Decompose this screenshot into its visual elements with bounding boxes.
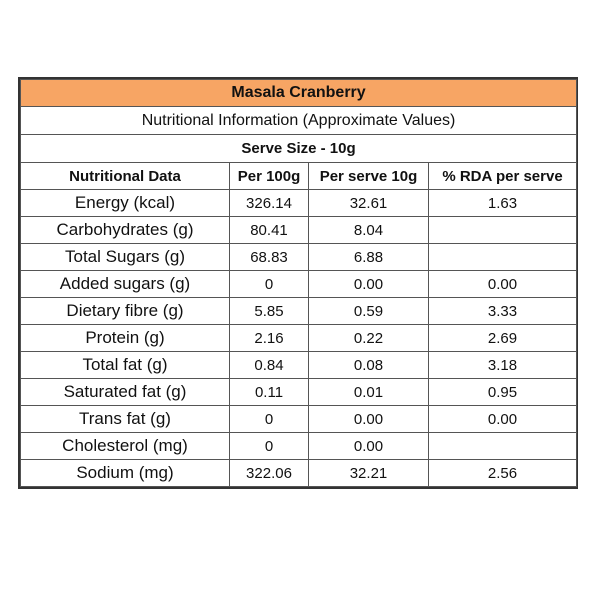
product-title: Masala Cranberry [19, 79, 578, 107]
rda-value: 2.56 [427, 459, 578, 487]
serve-size-row: Serve Size - 10g [19, 134, 578, 163]
per-serve-value: 8.04 [308, 216, 429, 244]
rda-value: 3.33 [427, 297, 578, 325]
header-rda: % RDA per serve [427, 162, 578, 190]
rda-value: 1.63 [427, 189, 578, 217]
rda-value [427, 432, 578, 460]
per-serve-value: 0.59 [308, 297, 429, 325]
info-text: Nutritional Information (Approximate Val… [19, 106, 578, 135]
nutrient-name: Carbohydrates (g) [20, 216, 230, 244]
per-100g-value: 322.06 [229, 459, 309, 487]
table-row: Added sugars (g) 0 0.00 0.00 [20, 270, 578, 298]
rda-value: 2.69 [427, 324, 578, 352]
per-serve-value: 6.88 [308, 243, 429, 271]
nutrient-name: Protein (g) [20, 324, 230, 352]
rda-value: 0.95 [427, 378, 578, 406]
title-row: Masala Cranberry [19, 79, 578, 107]
nutrient-name: Total Sugars (g) [20, 243, 230, 271]
header-nutritional-data: Nutritional Data [20, 162, 230, 190]
info-row: Nutritional Information (Approximate Val… [19, 106, 578, 135]
per-serve-value: 0.00 [308, 432, 429, 460]
rda-value [427, 243, 578, 271]
table-row: Total Sugars (g) 68.83 6.88 [20, 243, 578, 271]
rda-value: 0.00 [427, 270, 578, 298]
rda-value [427, 216, 578, 244]
rda-value: 3.18 [427, 351, 578, 379]
per-serve-value: 0.22 [308, 324, 429, 352]
nutrient-name: Trans fat (g) [20, 405, 230, 433]
per-100g-value: 326.14 [229, 189, 309, 217]
table-row: Energy (kcal) 326.14 32.61 1.63 [20, 189, 578, 217]
nutrient-name: Dietary fibre (g) [20, 297, 230, 325]
per-serve-value: 0.00 [308, 405, 429, 433]
per-serve-value: 32.21 [308, 459, 429, 487]
table-row: Dietary fibre (g) 5.85 0.59 3.33 [20, 297, 578, 325]
per-100g-value: 80.41 [229, 216, 309, 244]
per-serve-value: 32.61 [308, 189, 429, 217]
table-row: Sodium (mg) 322.06 32.21 2.56 [20, 459, 578, 487]
nutrient-name: Sodium (mg) [20, 459, 230, 487]
nutrient-name: Added sugars (g) [20, 270, 230, 298]
per-100g-value: 68.83 [229, 243, 309, 271]
header-per-100g: Per 100g [229, 162, 309, 190]
table-row: Protein (g) 2.16 0.22 2.69 [20, 324, 578, 352]
table-row: Trans fat (g) 0 0.00 0.00 [20, 405, 578, 433]
header-row: Nutritional Data Per 100g Per serve 10g … [20, 162, 578, 190]
nutrition-panel: Masala Cranberry Nutritional Information… [18, 77, 578, 489]
per-100g-value: 0.84 [229, 351, 309, 379]
nutrient-name: Total fat (g) [20, 351, 230, 379]
nutrient-name: Saturated fat (g) [20, 378, 230, 406]
per-100g-value: 0 [229, 405, 309, 433]
table-row: Carbohydrates (g) 80.41 8.04 [20, 216, 578, 244]
nutrient-name: Cholesterol (mg) [20, 432, 230, 460]
serve-size-text: Serve Size - 10g [19, 134, 578, 163]
per-100g-value: 0.11 [229, 378, 309, 406]
per-100g-value: 5.85 [229, 297, 309, 325]
header-per-serve: Per serve 10g [308, 162, 429, 190]
per-100g-value: 2.16 [229, 324, 309, 352]
per-serve-value: 0.01 [308, 378, 429, 406]
table-row: Saturated fat (g) 0.11 0.01 0.95 [20, 378, 578, 406]
per-100g-value: 0 [229, 432, 309, 460]
table-row: Cholesterol (mg) 0 0.00 [20, 432, 578, 460]
rda-value: 0.00 [427, 405, 578, 433]
per-100g-value: 0 [229, 270, 309, 298]
nutrient-name: Energy (kcal) [20, 189, 230, 217]
table-row: Total fat (g) 0.84 0.08 3.18 [20, 351, 578, 379]
nutrition-table: Masala Cranberry Nutritional Information… [19, 79, 578, 487]
per-serve-value: 0.08 [308, 351, 429, 379]
per-serve-value: 0.00 [308, 270, 429, 298]
